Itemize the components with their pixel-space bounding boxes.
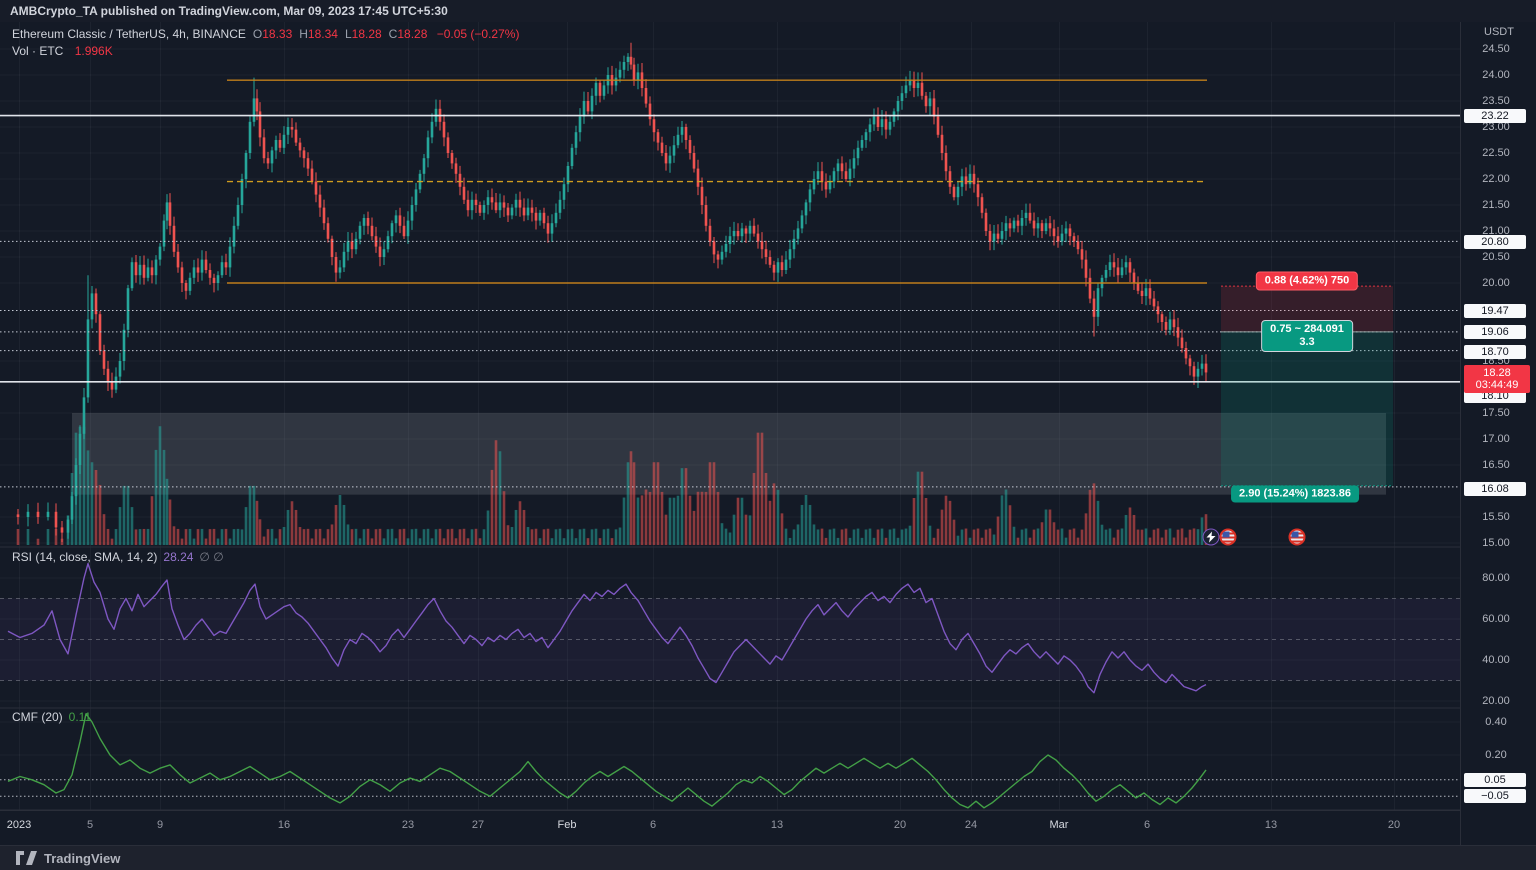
lightning-icon	[1206, 531, 1216, 543]
price-level-chip: 19.47	[1464, 304, 1526, 318]
rsi-legend-row[interactable]: RSI (14, close, SMA, 14, 2) 28.24 ∅ ∅	[12, 550, 224, 564]
volume-legend-row[interactable]: Vol · ETC 1.996K	[12, 43, 519, 60]
time-tick-label: Feb	[557, 819, 577, 831]
chart-canvas[interactable]	[0, 0, 1460, 845]
last-price-chip: 18.28 03:44:49	[1464, 365, 1530, 394]
price-tick-label: 17.50	[1482, 407, 1510, 419]
price-level-chip: 23.22	[1464, 109, 1526, 123]
price-tick-label: 20.00	[1482, 277, 1510, 289]
cmf-line	[7, 713, 1207, 809]
volume-value: 1.996K	[74, 44, 113, 58]
price-axis[interactable]: USDT 24.50 24.00 23.50 23.00 22.50 22.00 21.50…	[1460, 0, 1536, 845]
close-label: C	[388, 27, 398, 41]
cmf-legend-row[interactable]: CMF (20) 0.11	[12, 710, 91, 724]
price-tick-label: 21.00	[1482, 225, 1510, 237]
time-tick-label: 9	[156, 819, 164, 831]
open-label: O	[252, 27, 263, 41]
symbol-legend-row[interactable]: Ethereum Classic / TetherUS, 4h, BINANCE…	[12, 26, 519, 43]
time-tick-label: 16	[277, 819, 291, 831]
low-label: L	[344, 27, 352, 41]
position-entry-line2: 3.3	[1299, 336, 1315, 348]
cmf-title: CMF (20)	[12, 710, 63, 724]
price-tick-label: 20.50	[1482, 251, 1510, 263]
time-tick-label: 27	[471, 819, 485, 831]
cmf-tick-label: 0.20	[1485, 749, 1507, 761]
time-tick-label: 5	[86, 819, 94, 831]
low-value: 18.28	[351, 27, 382, 41]
lightning-event-marker[interactable]	[1202, 528, 1220, 546]
footer-bar: TradingView	[0, 845, 1536, 870]
price-tick-label: 23.00	[1482, 121, 1510, 133]
price-tick-label: 23.50	[1482, 95, 1510, 107]
last-price-value: 18.28	[1483, 367, 1511, 380]
time-tick-label: Mar	[1049, 819, 1069, 831]
economic-event-marker[interactable]	[1219, 528, 1237, 546]
attribution-text: AMBCrypto_TA published on TradingView.co…	[0, 0, 1536, 22]
symbol-title: Ethereum Classic / TetherUS, 4h, BINANCE	[12, 27, 246, 41]
high-label: H	[299, 27, 308, 41]
rsi-title: RSI (14, close, SMA, 14, 2)	[12, 550, 158, 564]
tradingview-wordmark: TradingView	[44, 850, 121, 866]
high-value: 18.34	[307, 27, 338, 41]
chart-legend[interactable]: Ethereum Classic / TetherUS, 4h, BINANCE…	[12, 26, 519, 60]
cmf-level-chip: −0.05	[1464, 789, 1526, 804]
price-level-chip: 18.70	[1464, 345, 1526, 359]
price-tick-label: 24.00	[1482, 69, 1510, 81]
price-tick-label: 17.00	[1482, 433, 1510, 445]
position-entry-line1: 0.75 ~ 284.091	[1270, 323, 1344, 335]
candles-layer	[16, 42, 1208, 542]
price-tick-label: 15.00	[1482, 537, 1510, 549]
time-tick-label: 13	[770, 819, 784, 831]
price-axis-currency: USDT	[1484, 26, 1514, 38]
time-tick-label: 13	[1264, 819, 1278, 831]
rsi-tick-label: 80.00	[1482, 572, 1510, 584]
volume-label: Vol · ETC	[12, 44, 64, 58]
rsi-tick-label: 40.00	[1482, 654, 1510, 666]
price-tick-label: 16.50	[1482, 459, 1510, 471]
flag-icon	[1222, 531, 1230, 538]
rsi-suffix: ∅ ∅	[199, 550, 224, 564]
accumulation-zone[interactable]	[72, 413, 1386, 495]
cmf-tick-label: 0.40	[1485, 716, 1507, 728]
price-level-chip: 19.06	[1464, 325, 1526, 339]
rsi-tick-label: 20.00	[1482, 695, 1510, 707]
time-tick-label: 24	[964, 819, 978, 831]
tradingview-logo[interactable]: TradingView	[16, 851, 120, 866]
time-tick-label: 2023	[6, 819, 32, 831]
flag-icon	[1291, 531, 1299, 538]
volume-bars-layer	[16, 426, 1208, 545]
position-target-label[interactable]: 2.90 (15.24%) 1823.86	[1231, 485, 1359, 503]
cmf-value: 0.11	[68, 710, 92, 724]
price-tick-label: 24.50	[1482, 43, 1510, 55]
bar-countdown: 03:44:49	[1475, 379, 1519, 392]
position-profit-zone[interactable]	[1221, 331, 1393, 486]
price-tick-label: 22.50	[1482, 147, 1510, 159]
time-tick-label: 20	[893, 819, 907, 831]
rsi-line	[7, 562, 1207, 694]
close-value: 18.28	[397, 27, 428, 41]
cmf-level-chip: 0.05	[1464, 772, 1526, 787]
time-tick-label: 20	[1387, 819, 1401, 831]
price-tick-label: 22.00	[1482, 173, 1510, 185]
economic-event-marker[interactable]	[1288, 528, 1306, 546]
change-value: −0.05 (−0.27%)	[436, 27, 520, 41]
price-level-chip: 16.08	[1464, 482, 1526, 496]
price-level-chip: 20.80	[1464, 235, 1526, 249]
position-risk-label[interactable]: 0.88 (4.62%) 750	[1255, 271, 1359, 291]
time-axis[interactable]: 2023 5 9 16 23 27 Feb 6 13 20 24 Mar 6 13 20	[0, 810, 1460, 846]
price-tick-label: 15.50	[1482, 511, 1510, 523]
open-value: 18.33	[262, 27, 293, 41]
time-tick-label: 23	[401, 819, 415, 831]
rsi-value: 28.24	[163, 550, 194, 564]
rsi-tick-label: 60.00	[1482, 613, 1510, 625]
time-tick-label: 6	[649, 819, 657, 831]
time-tick-label: 6	[1143, 819, 1151, 831]
price-tick-label: 21.50	[1482, 199, 1510, 211]
position-entry-label[interactable]: 0.75 ~ 284.091 3.3	[1261, 320, 1353, 352]
tradingview-mark-icon	[16, 851, 37, 865]
